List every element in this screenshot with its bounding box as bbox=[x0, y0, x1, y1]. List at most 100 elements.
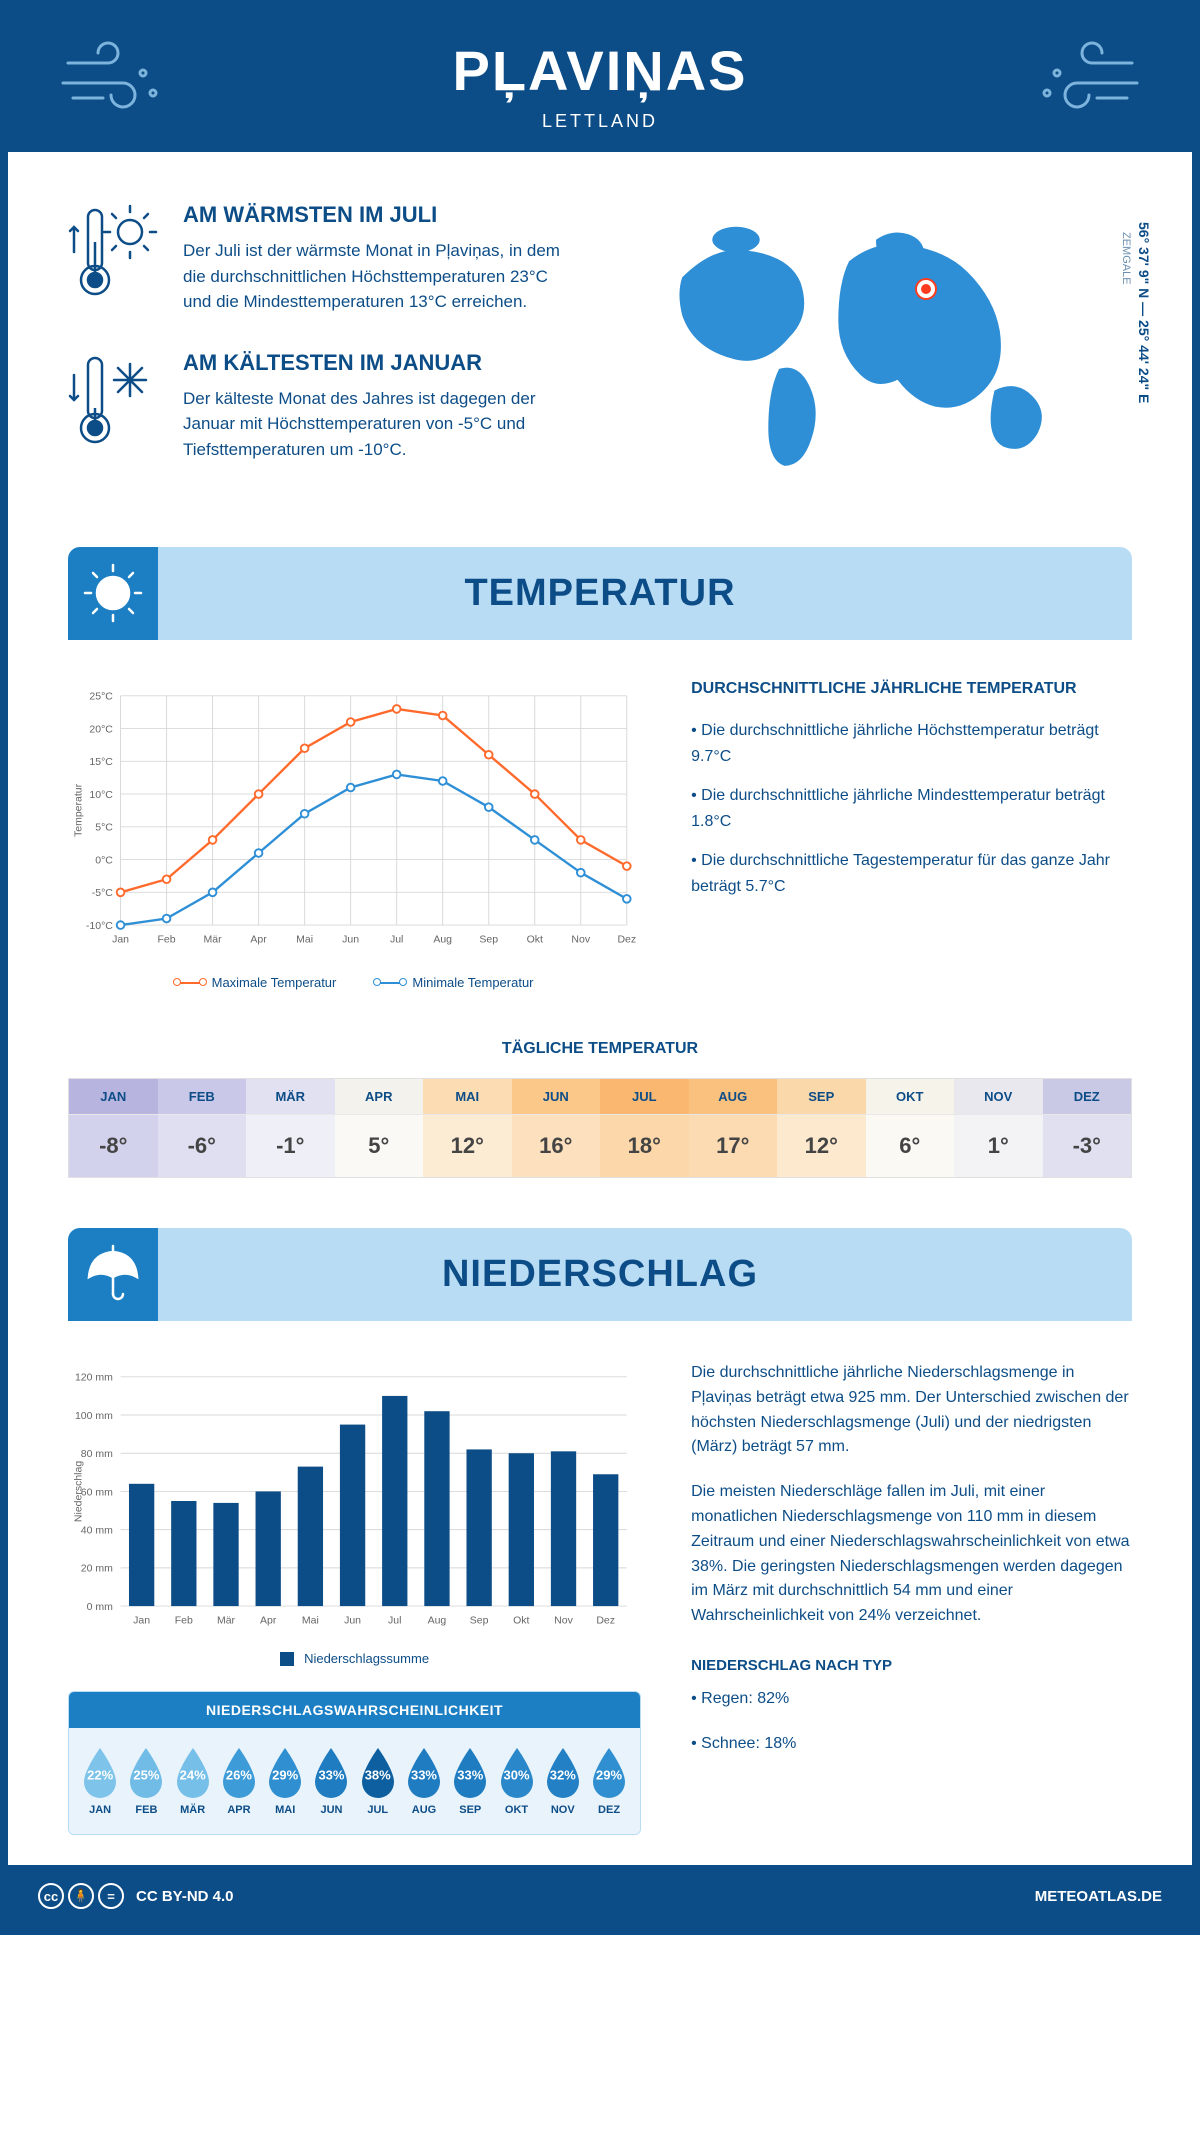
daily-temp-cell: NOV1° bbox=[954, 1079, 1043, 1177]
svg-text:Dez: Dez bbox=[617, 933, 636, 945]
thermometer-snow-icon bbox=[68, 350, 158, 463]
svg-text:Apr: Apr bbox=[250, 933, 267, 945]
summary-bullet: • Die durchschnittliche jährliche Höchst… bbox=[691, 718, 1132, 769]
svg-text:Sep: Sep bbox=[470, 1614, 489, 1626]
daily-temp-cell: SEP12° bbox=[777, 1079, 866, 1177]
svg-text:15°C: 15°C bbox=[89, 756, 113, 768]
legend-label: Niederschlagssumme bbox=[304, 1651, 429, 1666]
probability-cell: 29% DEZ bbox=[586, 1746, 632, 1816]
probability-cell: 24% MÄR bbox=[170, 1746, 216, 1816]
summary-paragraph: Die durchschnittliche jährliche Niedersc… bbox=[691, 1361, 1132, 1460]
wind-icon bbox=[1032, 38, 1142, 123]
probability-cell: 38% JUL bbox=[355, 1746, 401, 1816]
coldest-text: Der kälteste Monat des Jahres ist dagege… bbox=[183, 386, 580, 463]
summary-bullet: • Die durchschnittliche Tagestemperatur … bbox=[691, 848, 1132, 899]
probability-cell: 30% OKT bbox=[493, 1746, 539, 1816]
probability-cell: 33% AUG bbox=[401, 1746, 447, 1816]
svg-text:-10°C: -10°C bbox=[86, 920, 113, 932]
daily-temp-cell: MÄR-1° bbox=[246, 1079, 335, 1177]
section-title: TEMPERATUR bbox=[88, 572, 1112, 615]
page-footer: cc 🧍 = CC BY-ND 4.0 METEOATLAS.DE bbox=[8, 1865, 1192, 1927]
svg-text:Mai: Mai bbox=[302, 1614, 319, 1626]
svg-text:Feb: Feb bbox=[158, 933, 176, 945]
raindrop-icon: 33% bbox=[310, 1746, 352, 1798]
by-icon: 🧍 bbox=[68, 1883, 94, 1909]
nd-icon: = bbox=[98, 1883, 124, 1909]
summary-heading: DURCHSCHNITTLICHE JÄHRLICHE TEMPERATUR bbox=[691, 680, 1132, 698]
page-subtitle: LETTLAND bbox=[28, 111, 1172, 132]
precipitation-bar-chart: 0 mm20 mm40 mm60 mm80 mm100 mm120 mmJanF… bbox=[68, 1361, 641, 1641]
sun-icon bbox=[68, 547, 158, 640]
daily-temperature-table: JAN-8°FEB-6°MÄR-1°APR5°MAI12°JUN16°JUL18… bbox=[68, 1078, 1132, 1178]
svg-text:Okt: Okt bbox=[527, 933, 543, 945]
warmest-block: AM WÄRMSTEN IM JULI Der Juli ist der wär… bbox=[68, 202, 580, 315]
cc-icons: cc 🧍 = bbox=[38, 1883, 124, 1909]
daily-temp-cell: DEZ-3° bbox=[1043, 1079, 1132, 1177]
svg-text:Jul: Jul bbox=[388, 1614, 401, 1626]
svg-text:40 mm: 40 mm bbox=[81, 1524, 113, 1536]
raindrop-icon: 38% bbox=[357, 1746, 399, 1798]
svg-text:Aug: Aug bbox=[428, 1614, 447, 1626]
raindrop-icon: 25% bbox=[125, 1746, 167, 1798]
page-header: PĻAVIŅAS LETTLAND bbox=[8, 8, 1192, 152]
svg-text:Temperatur: Temperatur bbox=[72, 783, 84, 837]
raindrop-icon: 32% bbox=[542, 1746, 584, 1798]
summary-bullet: • Die durchschnittliche jährliche Mindes… bbox=[691, 783, 1132, 834]
svg-text:Apr: Apr bbox=[260, 1614, 277, 1626]
chart-legend: .legend-sw[style*='#ff6a2c']::before,.le… bbox=[68, 975, 641, 990]
precipitation-summary: Die durchschnittliche jährliche Niedersc… bbox=[691, 1361, 1132, 1835]
raindrop-icon: 26% bbox=[218, 1746, 260, 1798]
site-name: METEOATLAS.DE bbox=[1035, 1888, 1162, 1905]
daily-temp-cell: JUL18° bbox=[600, 1079, 689, 1177]
precipitation-probability-box: NIEDERSCHLAGSWAHRSCHEINLICHKEIT 22% JAN … bbox=[68, 1691, 641, 1835]
wind-icon bbox=[58, 38, 168, 123]
svg-text:0 mm: 0 mm bbox=[87, 1601, 114, 1613]
svg-text:Jun: Jun bbox=[342, 933, 359, 945]
type-bullet: • Schnee: 18% bbox=[691, 1732, 1132, 1757]
probability-cell: 26% APR bbox=[216, 1746, 262, 1816]
svg-text:Aug: Aug bbox=[433, 933, 452, 945]
raindrop-icon: 29% bbox=[588, 1746, 630, 1798]
world-map bbox=[620, 202, 1132, 482]
location-marker-icon bbox=[917, 280, 935, 298]
svg-text:Jan: Jan bbox=[112, 933, 129, 945]
bar-legend: Niederschlagssumme bbox=[68, 1651, 641, 1666]
svg-text:60 mm: 60 mm bbox=[81, 1486, 113, 1498]
svg-text:Jan: Jan bbox=[133, 1614, 150, 1626]
probability-cell: 25% FEB bbox=[123, 1746, 169, 1816]
temperature-line-chart: -10°C-5°C0°C5°C10°C15°C20°C25°CJanFebMär… bbox=[68, 680, 641, 960]
svg-text:20°C: 20°C bbox=[89, 723, 113, 735]
svg-text:-5°C: -5°C bbox=[92, 887, 114, 899]
raindrop-icon: 30% bbox=[496, 1746, 538, 1798]
legend-item: .legend-sw[style*='#2f8fd6']::before,.le… bbox=[376, 975, 533, 990]
svg-text:Dez: Dez bbox=[596, 1614, 615, 1626]
temperature-section-header: TEMPERATUR bbox=[68, 547, 1132, 640]
svg-text:20 mm: 20 mm bbox=[81, 1563, 113, 1575]
cc-icon: cc bbox=[38, 1883, 64, 1909]
precipitation-section-header: NIEDERSCHLAG bbox=[68, 1228, 1132, 1321]
intro-section: AM WÄRMSTEN IM JULI Der Juli ist der wär… bbox=[8, 152, 1192, 527]
page-title: PĻAVIŅAS bbox=[28, 38, 1172, 103]
svg-text:Mär: Mär bbox=[204, 933, 223, 945]
svg-text:Mai: Mai bbox=[296, 933, 313, 945]
svg-text:80 mm: 80 mm bbox=[81, 1448, 113, 1460]
daily-temp-cell: JAN-8° bbox=[69, 1079, 158, 1177]
svg-text:100 mm: 100 mm bbox=[75, 1410, 113, 1422]
section-title: NIEDERSCHLAG bbox=[88, 1253, 1112, 1296]
temperature-summary: DURCHSCHNITTLICHE JÄHRLICHE TEMPERATUR •… bbox=[691, 680, 1132, 990]
coldest-title: AM KÄLTESTEN IM JANUAR bbox=[183, 350, 580, 376]
svg-text:Nov: Nov bbox=[554, 1614, 573, 1626]
thermometer-sun-icon bbox=[68, 202, 158, 315]
svg-text:Okt: Okt bbox=[513, 1614, 529, 1626]
coldest-block: AM KÄLTESTEN IM JANUAR Der kälteste Mona… bbox=[68, 350, 580, 463]
svg-text:120 mm: 120 mm bbox=[75, 1372, 113, 1384]
probability-cell: 22% JAN bbox=[77, 1746, 123, 1816]
raindrop-icon: 33% bbox=[403, 1746, 445, 1798]
daily-temp-title: TÄGLICHE TEMPERATUR bbox=[8, 1040, 1192, 1058]
probability-cell: 33% SEP bbox=[447, 1746, 493, 1816]
svg-text:Jul: Jul bbox=[390, 933, 403, 945]
svg-text:Nov: Nov bbox=[571, 933, 590, 945]
raindrop-icon: 33% bbox=[449, 1746, 491, 1798]
probability-title: NIEDERSCHLAGSWAHRSCHEINLICHKEIT bbox=[69, 1692, 640, 1728]
summary-paragraph: Die meisten Niederschläge fallen im Juli… bbox=[691, 1480, 1132, 1629]
